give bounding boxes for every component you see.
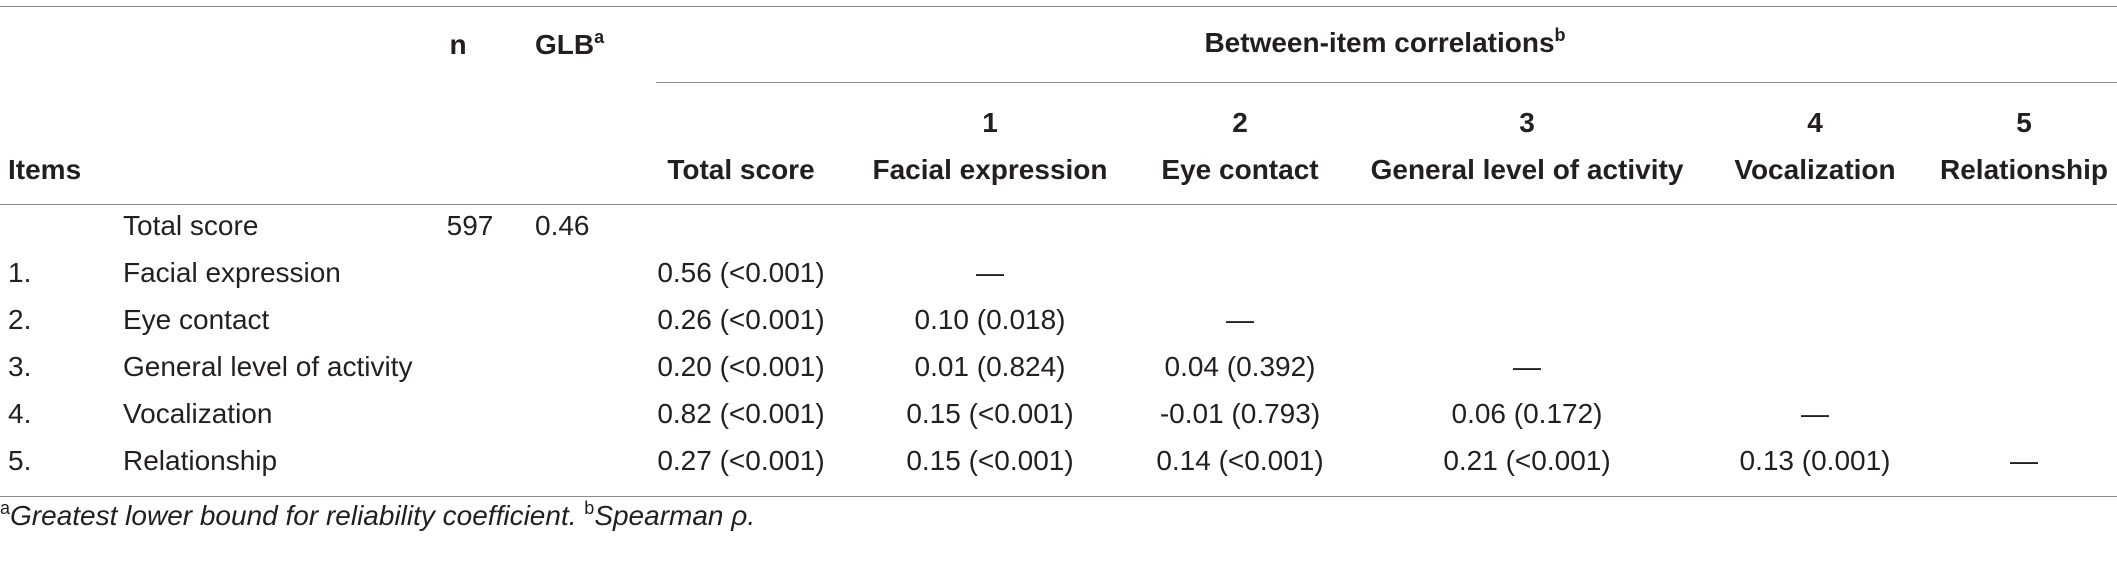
row-number: 2. (8, 304, 32, 335)
correlation-cell: 0.10 (0.018) (914, 304, 1066, 335)
col-label-total-score: Total score (667, 154, 815, 185)
table-top-rule (0, 6, 2117, 7)
header-items: Items (8, 154, 82, 185)
row-label: Facial expression (123, 257, 341, 288)
row-label: Relationship (123, 445, 278, 476)
correlation-cell: — (1226, 304, 1254, 335)
col-num: 1 (982, 107, 998, 138)
footnote-a-text: Greatest lower bound for reliability coe… (10, 500, 577, 531)
col-label-eye-contact: Eye contact (1161, 154, 1319, 185)
glb-footnote-mark: a (594, 27, 605, 47)
col-num: 5 (2016, 107, 2032, 138)
between-footnote-mark: b (1554, 25, 1566, 45)
header-bottom-rule (0, 204, 2117, 205)
correlation-cell: 0.21 (<0.001) (1443, 445, 1611, 476)
col-num: 4 (1807, 107, 1823, 138)
correlation-cell: -0.01 (0.793) (1159, 398, 1321, 429)
header-glb: GLBa (535, 27, 605, 60)
row-number: 1. (8, 257, 32, 288)
row-number: 4. (8, 398, 32, 429)
col-label-facial-expression: Facial expression (872, 154, 1108, 185)
correlation-cell: 0.14 (<0.001) (1156, 445, 1324, 476)
correlation-cell: — (1801, 398, 1829, 429)
col-num: 2 (1232, 107, 1248, 138)
row-label: Vocalization (123, 398, 273, 429)
footnote-a-mark: a (0, 498, 11, 518)
correlation-cell: — (976, 257, 1004, 288)
correlation-cell: 0.01 (0.824) (914, 351, 1066, 382)
table-footnote: aGreatest lower bound for reliability co… (0, 498, 756, 532)
between-group-rule (656, 82, 2117, 83)
row-label: Eye contact (123, 304, 270, 335)
header-n: n (449, 29, 467, 60)
col-label-general-level-of-activity: General level of activity (1370, 154, 1684, 185)
correlation-cell: 0.15 (<0.001) (906, 445, 1074, 476)
header-between-item-correlations: Between-item correlationsb (1204, 25, 1566, 58)
col-label-vocalization: Vocalization (1734, 154, 1896, 185)
correlation-cell: 0.20 (<0.001) (657, 351, 825, 382)
table-bottom-rule (0, 496, 2117, 497)
footnote-b-mark: b (584, 498, 595, 518)
correlation-cell: 0.04 (0.392) (1164, 351, 1316, 382)
footnote-b-text: Spearman ρ. (594, 500, 756, 531)
row-n: 597 (446, 210, 494, 241)
correlation-cell: 0.15 (<0.001) (906, 398, 1074, 429)
row-number: 5. (8, 445, 32, 476)
row-label: Total score (123, 210, 259, 241)
row-number: 3. (8, 351, 32, 382)
col-label-relationship: Relationship (1939, 154, 2109, 185)
correlation-cell: 0.27 (<0.001) (657, 445, 825, 476)
correlation-cell: — (1513, 351, 1541, 382)
correlation-cell: 0.06 (0.172) (1451, 398, 1603, 429)
correlation-cell: 0.56 (<0.001) (657, 257, 825, 288)
row-glb: 0.46 (535, 210, 590, 241)
correlation-cell: 0.26 (<0.001) (657, 304, 825, 335)
row-label: General level of activity (123, 351, 413, 382)
correlation-cell: 0.13 (0.001) (1739, 445, 1891, 476)
correlation-cell: — (2010, 445, 2038, 476)
correlation-cell: 0.82 (<0.001) (657, 398, 825, 429)
col-num: 3 (1519, 107, 1535, 138)
